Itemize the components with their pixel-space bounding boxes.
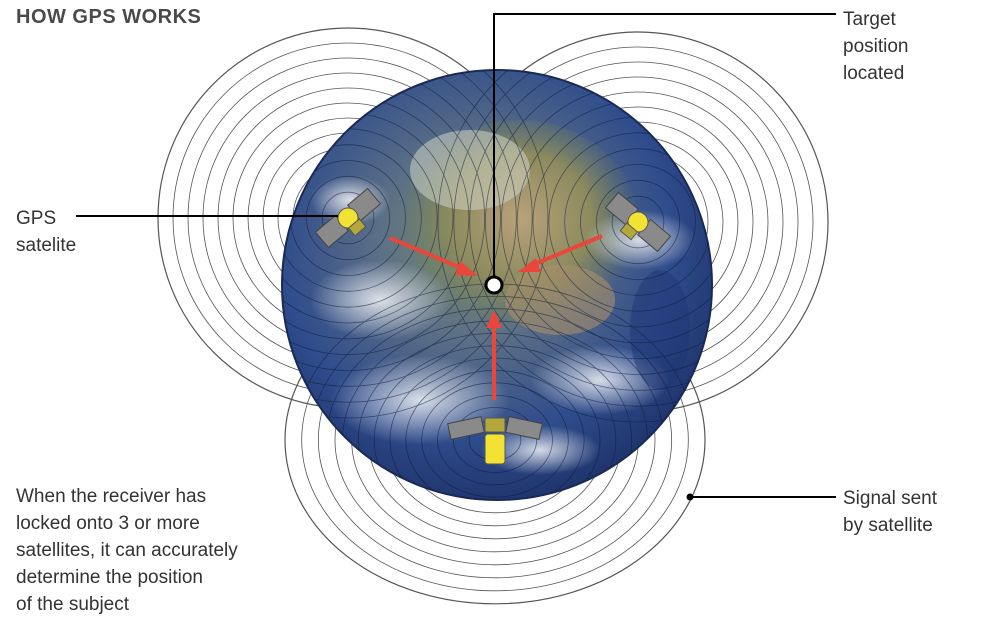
signal-ring-overlay [453,70,712,407]
signal-ring-overlay [452,407,538,473]
signal-ring-overlay [485,70,712,375]
gps-satellite-icon [314,187,382,249]
signal-ring-overlay [305,175,391,261]
receiver-target-icon [484,275,504,295]
signal-label: Signal sent by satellite [843,488,938,536]
signal-ring-overlay [282,70,533,403]
leader-lines [76,13,836,501]
signal-ring-overlay [437,70,712,423]
gps-satellite-label: GPS satelite [16,208,77,256]
target-position-label: Target position located [843,9,909,84]
signal-ring-overlay [469,70,712,391]
gps-satellite-icon [447,416,543,465]
description-text: When the receiver has locked onto 3 or m… [16,486,238,615]
signal-ring-overlay [611,195,665,249]
signal-arrows [389,234,603,400]
signal-ring-overlay [282,70,517,387]
signal-ring-overlay [580,164,696,280]
signal-ring-overlay [321,191,375,245]
page-title: HOW GPS WORKS [16,6,202,28]
signal-ring-overlay [595,179,681,265]
signal-ring-overlay [282,70,549,419]
signal-ring-overlay [282,70,501,371]
signal-ring-overlay [282,144,422,292]
signal-ring-overlay [548,132,712,312]
gps-satellite-icon [604,191,672,253]
